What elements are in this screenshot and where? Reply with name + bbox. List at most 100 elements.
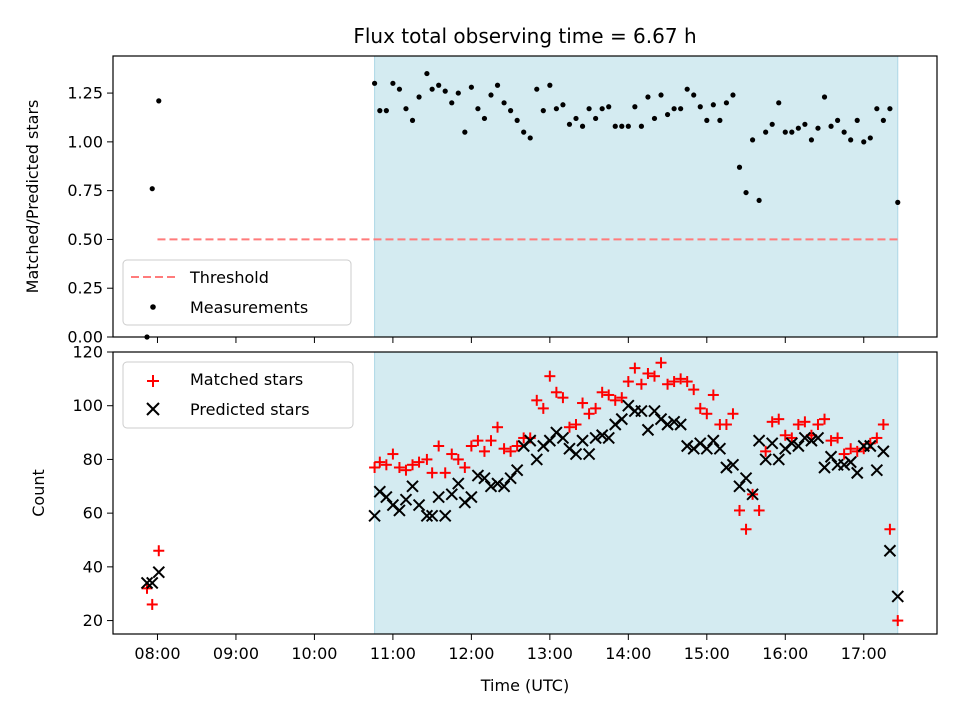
ratio-axes: 0.00 0.25 0.50 0.75 1.00 1.25 Matched/Predict…	[23, 55, 938, 347]
predicted-star-point	[556, 431, 570, 445]
predicted-star-point	[720, 461, 733, 474]
x-tick-label: 14:00	[605, 644, 651, 663]
measurement-point	[501, 100, 507, 106]
predicted-star-point	[733, 480, 746, 493]
predicted-star-point	[368, 509, 381, 523]
measurement-point	[514, 117, 520, 123]
predicted-star-point	[713, 442, 727, 455]
measurement-point	[521, 129, 527, 135]
matched-star-point	[577, 397, 589, 409]
measurement-point	[664, 111, 671, 118]
measurement-point	[730, 92, 736, 98]
predicted-star-point	[471, 469, 485, 482]
measurement-point	[887, 106, 893, 112]
predicted-star-point	[491, 477, 504, 490]
measurement-point	[802, 121, 808, 127]
ratio-legend: Threshold Measurements	[122, 259, 352, 326]
chart-title: Flux total observing time = 6.67 h	[353, 24, 696, 48]
matched-star-point	[369, 461, 381, 473]
observing-window-shade-top	[374, 55, 899, 338]
matched-star-point	[421, 453, 433, 465]
matched-star-point	[648, 370, 660, 382]
matched-star-point	[505, 445, 517, 457]
x-tick-label: 16:00	[762, 644, 808, 663]
legend-measurements-swatch	[150, 304, 156, 310]
predicted-star-point	[824, 450, 838, 463]
matched-star-point	[563, 421, 575, 433]
counts-axes-frame	[112, 351, 938, 635]
measurement-point	[416, 94, 422, 100]
measurement-point	[625, 123, 631, 129]
measurement-point	[821, 94, 828, 100]
measurement-point	[789, 129, 795, 135]
predicted-star-point	[805, 434, 818, 447]
predicted-star-point	[739, 472, 753, 485]
matched-star-point	[557, 392, 569, 404]
measurement-point	[834, 117, 841, 123]
predicted-star-point	[152, 566, 165, 579]
measurement-point	[455, 90, 461, 96]
matched-star-point	[407, 459, 419, 471]
measurement-point	[658, 92, 664, 98]
measurement-point	[743, 189, 749, 196]
counts-y-tick-label: 20	[83, 611, 103, 630]
matched-star-point	[433, 440, 445, 452]
matched-star-point	[393, 461, 405, 473]
measurement-point	[606, 104, 612, 110]
predicted-star-point	[589, 431, 602, 445]
matched-star-point	[668, 376, 680, 388]
measurement-point	[409, 117, 416, 123]
matched-star-point	[734, 504, 746, 516]
measurement-point	[156, 98, 162, 104]
legend-matched-label: Matched stars	[190, 370, 303, 389]
measurement-point	[841, 129, 847, 135]
matched-star-point	[629, 362, 641, 374]
predicted-star-point	[510, 463, 524, 477]
ratio-legend-box	[122, 259, 352, 326]
matched-star-point	[478, 445, 490, 457]
predicted-star-point	[569, 447, 583, 461]
legend-measurements-label: Measurements	[190, 298, 308, 317]
predicted-star-point	[844, 455, 857, 469]
matched-star-point	[544, 370, 556, 382]
measurement-point	[396, 86, 403, 92]
predicted-star-point	[432, 490, 445, 504]
predicted-star-point	[883, 544, 897, 557]
matched-star-point	[655, 357, 667, 369]
measurement-point	[508, 108, 514, 114]
matched-star-point	[773, 413, 785, 425]
counts-x-ticks: 08:00 09:00 10:00 11:00 12:00 13:00 14:00 15:00…	[134, 634, 887, 663]
legend-predicted-swatch	[146, 402, 160, 416]
matched-star-point	[892, 615, 904, 627]
matched-star-point	[642, 367, 654, 379]
matched-star-point	[792, 419, 804, 431]
measurement-point	[704, 117, 710, 123]
matched-star-point	[635, 378, 647, 390]
ratio-y-ticks: 0.00 0.25 0.50 0.75 1.00 1.25	[67, 84, 113, 347]
matched-star-point	[694, 402, 706, 414]
measurement-point	[854, 117, 860, 123]
matched-star-point	[675, 373, 687, 385]
predicted-star-point	[140, 576, 154, 590]
measurement-point	[442, 88, 448, 94]
predicted-star-point	[818, 461, 831, 474]
matched-star-point	[153, 545, 165, 557]
x-tick-label: 12:00	[448, 644, 494, 663]
x-tick-label: 08:00	[134, 644, 180, 663]
matched-star-point	[492, 421, 504, 433]
matched-star-point	[485, 435, 497, 447]
predicted-star-point	[406, 480, 419, 493]
predicted-star-point	[445, 488, 458, 501]
predicted-star-point	[425, 509, 439, 523]
measurement-point	[462, 129, 468, 135]
predicted-star-point	[465, 490, 478, 504]
matched-star-point	[590, 402, 602, 414]
measurement-point	[390, 80, 396, 86]
ratio-marks	[144, 70, 901, 340]
measurement-point	[619, 123, 625, 129]
counts-legend-box	[122, 361, 354, 429]
measurement-point	[436, 82, 442, 88]
predicted-star-point	[765, 437, 779, 450]
matched-star-point	[426, 467, 438, 479]
x-tick-label: 17:00	[841, 644, 887, 663]
